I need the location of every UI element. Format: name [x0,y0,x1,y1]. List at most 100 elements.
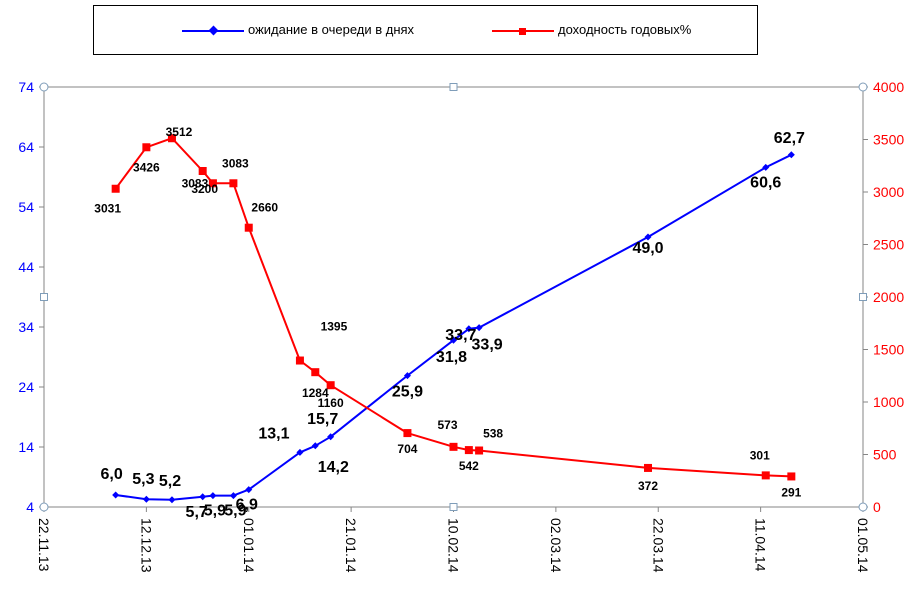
x-axis-tick-label: 12.12.13 [138,518,154,573]
data-point-square [464,446,473,455]
data-label-series-2: 3512 [166,125,193,139]
right-axis-tick-label: 2000 [873,289,904,305]
left-axis-tick-label: 14 [18,439,34,455]
data-label-series-1: 49,0 [632,240,663,257]
data-point-diamond [245,486,253,494]
data-label-series-1: 62,7 [774,130,805,147]
right-axis-tick-label: 0 [873,499,881,515]
data-point-square [403,429,412,438]
left-axis-tick-label: 4 [26,499,34,515]
data-label-series-2: 542 [459,459,479,473]
data-point-square [208,179,217,188]
selection-handle-square-icon [859,293,867,301]
data-label-series-2: 301 [750,448,770,462]
data-label-series-1: 6,0 [101,466,123,483]
x-axis-tick-label: 11.04.14 [753,518,769,572]
data-label-series-2: 3083 [182,176,209,190]
x-axis-tick-label: 21.01.14 [343,518,359,573]
data-label-series-1: 13,1 [258,425,289,442]
left-axis-tick-label: 24 [18,379,34,395]
data-point-diamond [327,433,335,441]
data-label-series-1: 15,7 [307,411,338,428]
data-label-series-2: 573 [437,418,457,432]
data-label-series-2: 372 [638,479,658,493]
left-axis-tick-label: 54 [18,199,34,215]
data-label-series-2: 1284 [302,386,329,400]
data-label-series-2: 538 [483,427,503,441]
left-axis-tick-label: 44 [18,259,34,275]
data-point-square [167,134,176,143]
data-label-series-2: 291 [781,485,801,499]
selection-handle-circle-icon [858,82,868,92]
data-point-diamond [168,496,176,504]
data-label-series-1: 6,9 [236,497,258,514]
right-axis-tick-label: 1000 [873,394,904,410]
legend-marker-diamond-icon [182,25,244,36]
right-axis-tick-label: 500 [873,447,897,463]
data-label-series-1: 5,3 [132,471,154,488]
right-axis-tick-label: 3500 [873,132,904,148]
data-point-diamond [475,324,483,332]
data-label-series-1: 33,7 [445,327,476,344]
x-axis-tick-label: 22.11.13 [36,518,52,572]
data-label-series-1: 14,2 [318,459,349,476]
x-axis-tick-label: 02.03.14 [548,518,564,573]
data-label-series-2: 3200 [191,182,218,196]
data-label-series-1: 5,2 [159,473,181,490]
data-point-square [198,167,207,175]
data-point-diamond [787,151,795,159]
x-axis-tick-label: 10.02.14 [446,518,462,573]
data-point-square [644,463,653,472]
data-point-diamond [209,492,217,500]
data-point-diamond [142,495,150,503]
data-point-square [311,368,320,377]
left-axis-tick-label: 64 [18,139,34,155]
data-label-series-2: 3083 [222,156,249,170]
data-label-series-2: 2660 [251,201,278,215]
selection-handle-circle-icon [39,502,49,512]
data-point-square [244,223,253,232]
data-label-series-1: 5,7 [186,504,208,521]
data-point-square [449,442,458,451]
selection-handle-square-icon [40,293,48,301]
data-label-series-2: 3031 [94,202,121,216]
data-label-series-1: 31,8 [436,349,467,366]
selection-handle-square-icon [449,83,458,91]
data-point-square [111,184,120,193]
data-point-diamond [450,336,457,344]
data-point-square [295,356,304,365]
data-point-diamond [762,163,770,171]
data-point-diamond [112,491,120,499]
legend-label-series-2: доходность годовых% [558,22,692,37]
data-point-diamond [403,372,411,380]
data-point-diamond [644,233,652,241]
data-point-diamond [311,442,319,450]
left-axis-tick-label: 34 [18,319,34,335]
selection-handle-circle-icon [39,82,49,92]
data-label-series-1: 5,9 [204,503,226,520]
left-axis-tick-label: 74 [18,79,34,95]
data-point-square [326,381,335,390]
data-point-square [142,143,151,152]
data-point-diamond [465,325,473,333]
data-label-series-2: 1395 [321,320,348,334]
data-label-series-1: 60,6 [750,174,781,191]
x-axis-tick-label: 22.03.14 [650,518,666,573]
legend-marker-square-icon [492,28,554,35]
selection-handle-circle-icon [858,502,868,512]
data-label-series-2: 704 [397,442,417,456]
data-point-square [761,471,770,480]
data-point-square [787,472,796,481]
data-label-series-2: 1160 [318,396,344,410]
data-point-diamond [199,493,207,501]
data-label-series-1: 25,9 [392,384,423,401]
right-axis-tick-label: 4000 [873,79,904,95]
right-axis-tick-label: 1500 [873,342,904,358]
selection-handle-square-icon [449,503,458,511]
right-axis-tick-label: 3000 [873,184,904,200]
data-point-square [229,179,238,188]
data-label-series-1: 5,9 [224,503,246,520]
x-axis-tick-label: 01.05.14 [855,518,871,573]
data-point-diamond [229,492,237,500]
